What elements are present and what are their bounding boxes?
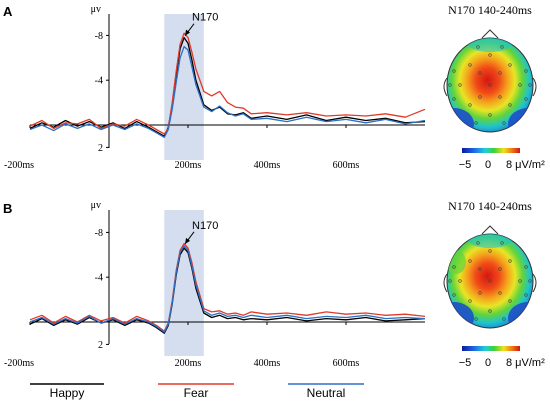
annotation-n170: N170 — [192, 220, 218, 232]
electrode-dot — [452, 69, 456, 73]
colorbar — [462, 346, 520, 351]
y-tick-label: 2 — [98, 340, 103, 351]
topomap-title: N170 140-240ms — [448, 3, 532, 17]
annotation-n170: N170 — [192, 12, 218, 24]
y-tick-label: -4 — [95, 76, 103, 87]
electrode-dot — [518, 279, 522, 283]
panel-a-erp-chart: A μv -8 -4 2 -200ms 200ms 400ms 600ms N170 — [3, 4, 426, 171]
electrode-dot — [458, 279, 462, 283]
electrode-dot — [500, 45, 504, 49]
colorbar-tick-max: 8 μV/m² — [506, 159, 545, 171]
electrode-dot — [508, 299, 512, 303]
electrode-dot — [488, 309, 492, 313]
y-tick-label: -4 — [95, 273, 103, 284]
electrode-dot — [478, 71, 482, 75]
electrode-dot — [524, 293, 528, 297]
y-tick-label: -8 — [95, 228, 103, 239]
electrode-dot — [488, 53, 492, 57]
electrode-dot — [528, 279, 532, 283]
x-tick-label: -200ms — [4, 358, 34, 369]
colorbar-tick-min: −5 — [459, 159, 472, 171]
electrode-dot — [468, 299, 472, 303]
electrode-dot — [498, 267, 502, 271]
electrode-dot — [488, 249, 492, 253]
electrode-dot — [524, 97, 528, 101]
electrode-dot — [476, 45, 480, 49]
panel-letter-b: B — [3, 201, 12, 216]
colorbar-tick-max: 8 μV/m² — [506, 357, 545, 369]
annotation-arrowhead — [185, 237, 191, 244]
topomap-a: N170 140-240ms −5 0 8 μV/m² — [443, 3, 545, 171]
electrode-dot — [488, 113, 492, 117]
x-tick-label: 200ms — [175, 160, 202, 171]
electrode-dot — [498, 71, 502, 75]
topomap-title: N170 140-240ms — [448, 199, 532, 213]
series-line-happy — [29, 36, 426, 137]
legend-item-happy: Happy — [30, 383, 104, 400]
panel-b-erp-chart: B μv -8 -4 2 -200ms 200ms 400ms 600ms N170 — [3, 200, 426, 369]
x-tick-label: 400ms — [254, 358, 281, 369]
electrode-dot — [476, 241, 480, 245]
x-tick-label: 400ms — [254, 160, 281, 171]
y-tick-label: 2 — [98, 143, 103, 154]
electrode-dot — [498, 95, 502, 99]
electrode-dot — [502, 317, 506, 321]
electrode-dot — [488, 83, 492, 87]
electrode-dot — [474, 121, 478, 125]
electrode-dot — [458, 83, 462, 87]
electrode-dot — [448, 83, 452, 87]
series-line-happy — [29, 247, 426, 334]
legend-item-fear: Fear — [158, 383, 234, 400]
electrode-dot — [452, 293, 456, 297]
legend-label-fear: Fear — [184, 386, 209, 400]
x-tick-label: 200ms — [175, 358, 202, 369]
electrode-dot — [468, 63, 472, 67]
highlight-window — [164, 210, 204, 356]
x-tick-label: -200ms — [4, 160, 34, 171]
electrode-dot — [500, 241, 504, 245]
electrode-dot — [502, 121, 506, 125]
colorbar — [462, 148, 520, 153]
electrode-dot — [508, 259, 512, 263]
electrode-dot — [508, 103, 512, 107]
electrode-dot — [474, 317, 478, 321]
colorbar-tick-zero: 0 — [485, 159, 491, 171]
electrode-dot — [478, 95, 482, 99]
series-line-neutral — [29, 45, 426, 138]
legend-item-neutral: Neutral — [288, 383, 364, 400]
y-tick-label: -8 — [95, 31, 103, 42]
y-axis-label: μv — [91, 200, 101, 211]
legend-label-happy: Happy — [50, 386, 85, 400]
electrode-dot — [468, 103, 472, 107]
electrode-dot — [452, 265, 456, 269]
electrode-dot — [508, 63, 512, 67]
legend: Happy Fear Neutral — [30, 383, 364, 400]
series-line-neutral — [29, 245, 426, 333]
x-tick-label: 600ms — [333, 160, 360, 171]
electrode-dot — [524, 265, 528, 269]
colorbar-tick-min: −5 — [459, 357, 472, 369]
electrode-dot — [478, 267, 482, 271]
panel-letter-a: A — [3, 4, 13, 19]
electrode-dot — [524, 69, 528, 73]
electrode-dot — [452, 97, 456, 101]
series-line-fear — [29, 242, 426, 332]
electrode-dot — [518, 83, 522, 87]
series-line-fear — [29, 32, 426, 135]
electrode-dot — [498, 291, 502, 295]
annotation-arrowhead — [185, 29, 191, 36]
x-tick-label: 600ms — [333, 358, 360, 369]
electrode-dot — [448, 279, 452, 283]
colorbar-tick-zero: 0 — [485, 357, 491, 369]
electrode-dot — [488, 279, 492, 283]
y-axis-label: μv — [91, 4, 101, 15]
legend-label-neutral: Neutral — [307, 386, 346, 400]
electrode-dot — [468, 259, 472, 263]
electrode-dot — [528, 83, 532, 87]
electrode-dot — [478, 291, 482, 295]
topomap-b: N170 140-240ms −5 0 8 μV/m² — [443, 199, 545, 369]
